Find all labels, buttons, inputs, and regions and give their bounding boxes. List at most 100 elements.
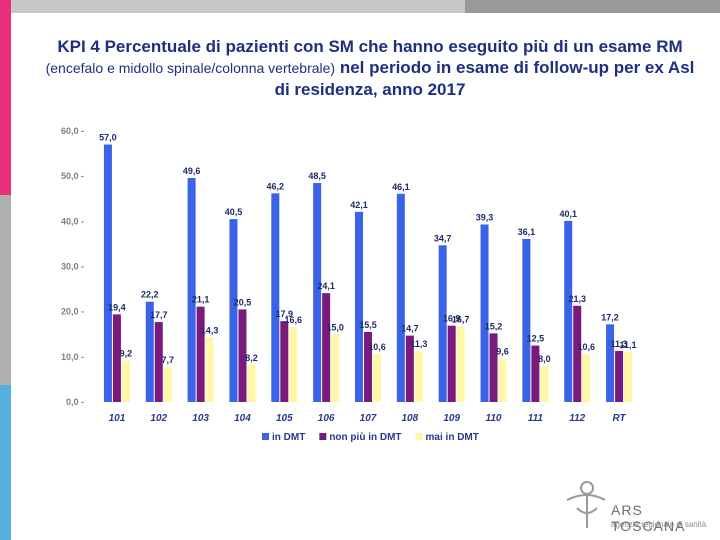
data-label: 21,1 (192, 295, 210, 305)
logo-name: ARS TOSCANA (611, 502, 686, 534)
legend-swatch (415, 433, 423, 440)
data-label: 34,7 (434, 233, 452, 243)
data-label: 57,0 (99, 133, 117, 143)
bar-non-più-in-DMT (447, 325, 456, 402)
data-label: 16,6 (285, 315, 303, 325)
data-label: 15,5 (359, 320, 377, 330)
bar-mai-in-DMT (205, 337, 214, 402)
y-axis: 0,0 - 10,0 - 20,0 - 30,0 - 40,0 - 50,0 - 60,0 … (61, 126, 84, 407)
bar-non-più-in-DMT (238, 309, 247, 402)
data-label: 9,6 (496, 347, 509, 357)
bar-non-più-in-DMT (364, 331, 372, 402)
x-tick-label: 104 (234, 413, 251, 424)
bar-in-DMT (229, 219, 238, 402)
data-label: 39,3 (476, 212, 494, 222)
data-label: 8,0 (538, 354, 551, 364)
ars-toscana-logo: ARS TOSCANA agenzia regionale di sanità (563, 478, 713, 536)
x-tick-label: 108 (402, 413, 419, 424)
data-label: 48,5 (308, 171, 326, 181)
y-tick-label: 0,0 - (66, 397, 84, 407)
bar-non-più-in-DMT (531, 345, 540, 402)
bar-in-DMT (606, 324, 615, 402)
bar-in-DMT (480, 224, 489, 402)
data-label: 11,3 (410, 339, 427, 349)
data-label: 17,2 (601, 312, 619, 322)
y-tick-label: 50,0 - (61, 171, 84, 181)
x-tick-label: 103 (192, 413, 209, 424)
x-tick-label: 102 (150, 413, 167, 424)
bar-mai-in-DMT (582, 354, 591, 402)
data-label: 10,6 (368, 342, 386, 352)
bar-mai-in-DMT (540, 365, 549, 402)
x-tick-label: 109 (443, 413, 460, 424)
bar-non-più-in-DMT (154, 322, 163, 402)
bar-mai-in-DMT (121, 360, 130, 402)
logo-mark-icon (566, 481, 606, 528)
data-label: 14,7 (401, 324, 419, 334)
x-tick-label: 105 (276, 413, 293, 424)
data-label: 20,5 (234, 297, 252, 307)
data-label: 42,1 (350, 200, 368, 210)
data-label: 36,1 (518, 227, 536, 237)
data-label: 11,1 (620, 340, 637, 350)
y-tick-label: 10,0 - (61, 352, 84, 362)
data-label: 17,7 (150, 310, 168, 320)
data-label: 8,2 (245, 353, 258, 363)
data-label: 16,9 (443, 314, 461, 324)
x-tick-label: 107 (360, 413, 377, 424)
bar-mai-in-DMT (456, 326, 465, 402)
bar-non-più-in-DMT (615, 350, 624, 402)
data-label: 49,6 (183, 166, 201, 176)
side-bar-pink (0, 0, 11, 195)
data-label: 40,1 (559, 209, 577, 219)
data-label: 14,3 (201, 325, 219, 335)
bar-non-più-in-DMT (280, 321, 289, 402)
bar-in-DMT (313, 182, 322, 402)
data-label: 15,0 (326, 322, 344, 332)
data-label: 46,2 (267, 181, 285, 191)
data-label: 46,1 (392, 182, 410, 192)
data-label: 9,2 (120, 348, 133, 358)
legend-label: non più in DMT (329, 432, 401, 443)
title-part-2: (encefalo e midollo spinale/colonna vert… (45, 60, 336, 76)
legend-label: mai in DMT (426, 432, 479, 443)
chart-title: KPI 4 Percentuale di pazienti con SM che… (40, 36, 700, 100)
bars (103, 144, 633, 403)
x-axis-labels: 101 102 103 104 105 106 107 108 109 110 111 112 RT (109, 413, 627, 424)
side-bar-gray (0, 195, 11, 385)
y-tick-label: 60,0 - (61, 126, 84, 136)
top-bar-right (465, 0, 720, 13)
data-label: 15,2 (485, 321, 503, 331)
x-tick-label: 101 (109, 413, 126, 424)
side-bar-blue (0, 385, 11, 540)
x-tick-label: 112 (569, 413, 585, 424)
bar-non-più-in-DMT (573, 305, 582, 402)
bar-in-DMT (103, 144, 112, 403)
bar-in-DMT (564, 220, 573, 402)
title-part-1: KPI 4 Percentuale di pazienti con SM che… (57, 37, 683, 56)
bar-in-DMT (522, 238, 531, 402)
bar-in-DMT (187, 177, 196, 402)
legend-swatch (319, 433, 327, 440)
bar-non-più-in-DMT (196, 306, 205, 402)
data-label: 21,3 (568, 294, 586, 304)
top-bar-left (0, 0, 465, 13)
bar-non-più-in-DMT (489, 333, 498, 402)
title-part-3: nel periodo in esame di follow-up per ex… (274, 58, 695, 99)
bar-in-DMT (396, 193, 405, 402)
legend: in DMT non più in DMT mai in DMT (262, 432, 479, 443)
data-label: 11,3 (611, 339, 628, 349)
data-label: 7,7 (162, 355, 175, 365)
bar-non-più-in-DMT (322, 293, 331, 402)
logo-subtitle: agenzia regionale di sanità (611, 520, 707, 529)
x-tick-label: 111 (528, 413, 544, 424)
bar-in-DMT (271, 193, 280, 402)
data-label: 24,1 (317, 281, 335, 291)
bar-mai-in-DMT (247, 364, 256, 402)
y-tick-label: 40,0 - (61, 216, 84, 226)
bar-mai-in-DMT (624, 351, 633, 402)
data-label: 10,6 (577, 342, 595, 352)
bar-in-DMT (355, 211, 363, 402)
y-tick-label: 20,0 - (61, 307, 84, 317)
